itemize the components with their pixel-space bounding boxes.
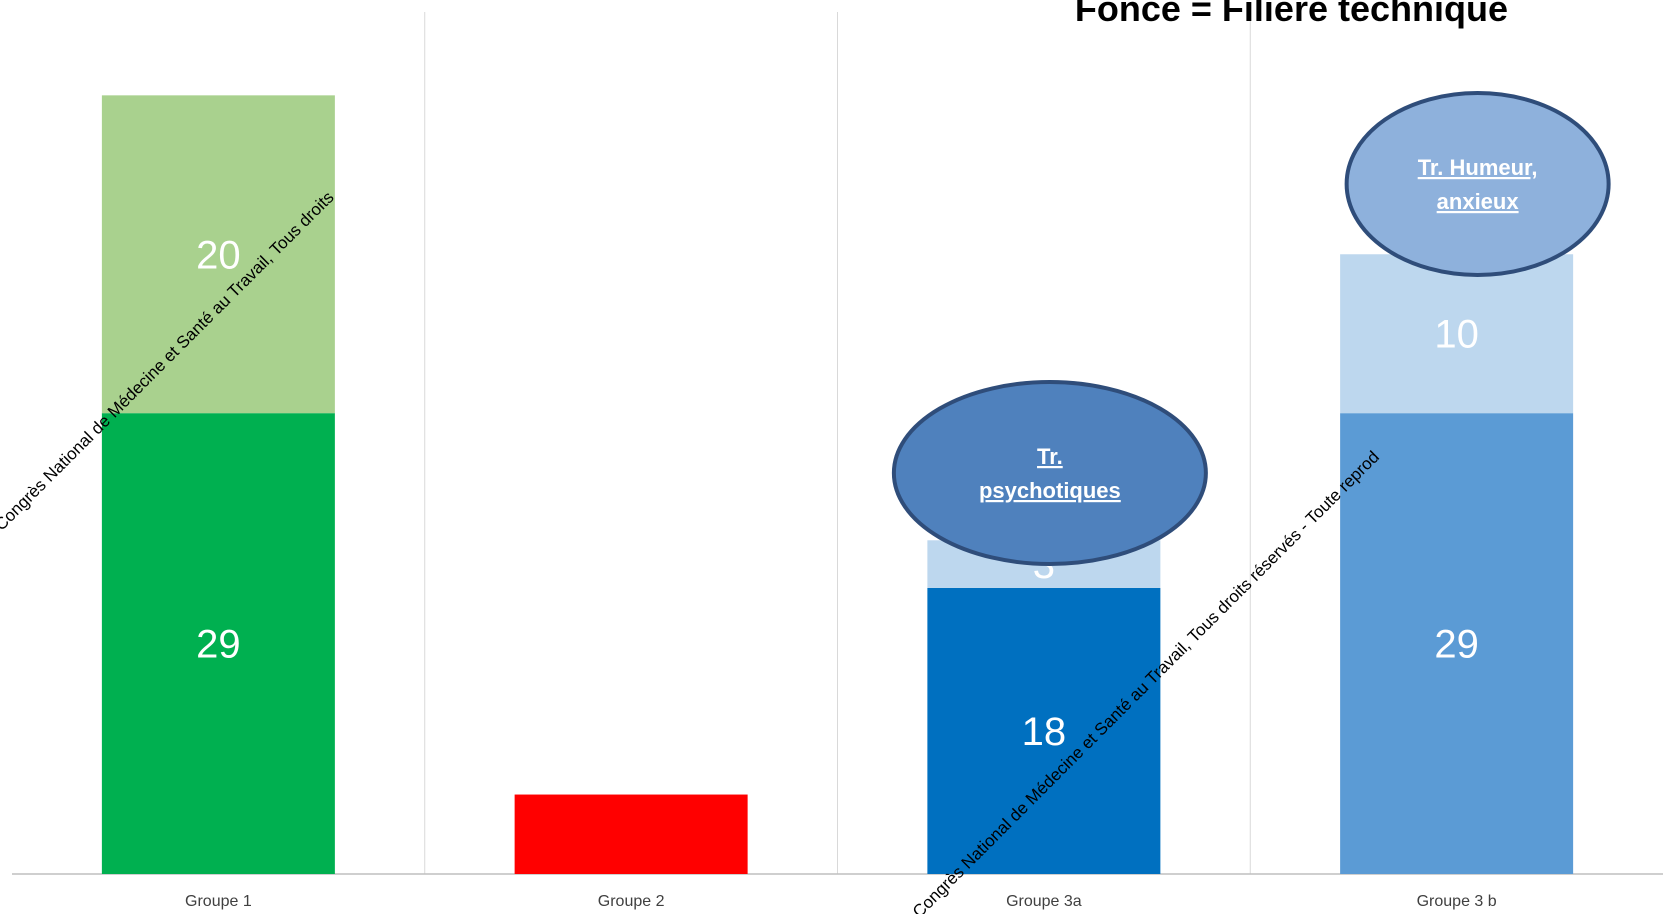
- data-labels: 29201832910: [196, 233, 1479, 754]
- annotation-text: psychotiques: [979, 478, 1121, 503]
- annotation-ellipse-1: [891, 380, 1208, 566]
- data-label: 29: [1434, 623, 1479, 667]
- bar-secondary-1: [101, 95, 335, 414]
- x-tick-label: Groupe 1: [185, 893, 252, 910]
- x-tick-label: Groupe 3 b: [1417, 893, 1497, 910]
- x-tick-label: Groupe 3a: [1006, 893, 1082, 910]
- data-label: 10: [1434, 313, 1479, 357]
- bar-primary-2: [514, 794, 748, 874]
- annotation-text: Tr.: [1037, 444, 1063, 469]
- data-label: 20: [196, 233, 241, 277]
- chart-heading: Foncé = Filière technique: [1074, 0, 1508, 29]
- bar-primary-4: [1340, 413, 1574, 874]
- x-tick-label: Groupe 2: [598, 893, 665, 910]
- bars: [101, 95, 1574, 874]
- annotation-text: anxieux: [1437, 189, 1520, 214]
- data-label: 29: [196, 623, 241, 667]
- bar-secondary-4: [1340, 254, 1574, 414]
- x-tick-labels: Groupe 1 Groupe 2 Groupe 3a Groupe 3 b: [185, 893, 1497, 910]
- data-label: 18: [1022, 710, 1067, 754]
- annotation-text: Tr. Humeur,: [1418, 155, 1538, 180]
- bar-primary-3: [927, 587, 1161, 874]
- annotations: Tr. psychotiques Tr. Humeur, anxieux: [891, 91, 1611, 566]
- bar-primary-1: [101, 413, 335, 874]
- annotation-ellipse-2: [1344, 91, 1611, 277]
